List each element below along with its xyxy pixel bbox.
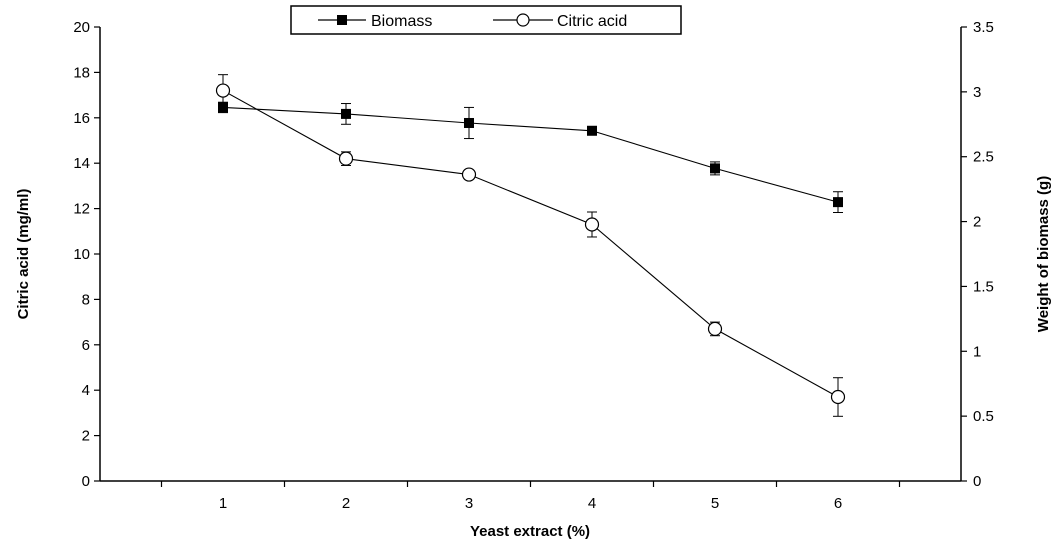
right-y-tick-label: 3.5 [973,19,994,36]
right-y-tick-label: 0 [973,473,981,490]
biomass-series-line [222,106,839,203]
legend-citric-marker [516,13,530,27]
left-y-tick-label: 8 [82,291,90,308]
biomass-point [464,117,474,128]
x-tick-label: 4 [588,495,596,512]
legend-biomass-label: Biomass [371,13,432,30]
legend-citric-label: Citric acid [557,13,627,30]
left-y-tick-label: 0 [82,473,90,490]
left-y-tick-label: 20 [73,19,90,36]
biomass-point [833,197,843,208]
x-tick-label: 3 [465,495,473,512]
x-axis-title: Yeast extract (%) [470,523,590,540]
right-y-tick-label: 1 [973,343,981,360]
right-y-tick-label: 2 [973,214,981,231]
citric-series-line [222,90,839,398]
right-y-tick-label: 3 [973,84,981,101]
x-tick-label: 2 [342,495,350,512]
citric-acid-point [584,217,600,232]
legend-biomass-marker [337,15,347,25]
x-tick-label: 1 [219,495,227,512]
citric-acid-point [338,151,354,166]
biomass-point [587,125,597,136]
x-tick-label: 5 [711,495,719,512]
right-y-tick-label: 1.5 [973,278,994,295]
biomass-point [710,163,720,174]
citric-acid-point [461,167,477,182]
right-y-tick-label: 0.5 [973,408,994,425]
citric-acid-point [830,389,846,405]
citric-acid-point [707,321,723,337]
right-y-axis-title: Weight of biomass (g) [1035,176,1052,332]
left-y-tick-label: 6 [82,337,90,354]
left-y-tick-label: 16 [73,110,90,127]
left-y-tick-label: 2 [82,428,90,445]
biomass-point [218,102,228,113]
left-y-axis-title: Citric acid (mg/ml) [15,189,32,320]
citric-acid-point [215,83,231,98]
left-y-tick-label: 12 [73,201,90,218]
right-y-tick-label: 2.5 [973,149,994,166]
legend: Biomass Citric acid [290,5,682,35]
biomass-point [341,108,351,119]
x-tick-label: 6 [834,495,842,512]
left-y-tick-label: 10 [73,246,90,263]
left-y-tick-label: 14 [73,155,90,172]
left-y-tick-label: 18 [73,64,90,81]
left-y-tick-label: 4 [82,382,90,399]
